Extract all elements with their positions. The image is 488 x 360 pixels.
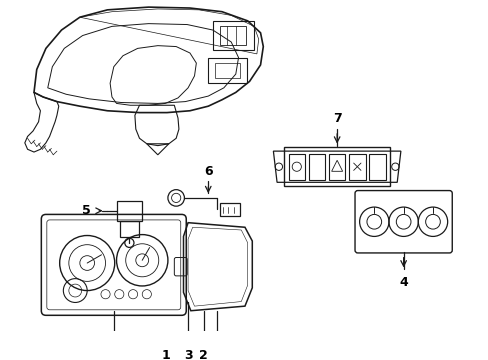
- Bar: [214, 63, 240, 78]
- Bar: [220, 26, 245, 45]
- Text: 4: 4: [398, 276, 407, 289]
- Bar: [220, 203, 240, 216]
- Bar: [308, 154, 325, 180]
- Bar: [288, 154, 305, 180]
- Bar: [120, 221, 138, 237]
- Text: 3: 3: [183, 349, 192, 360]
- Text: 5: 5: [82, 204, 91, 217]
- Bar: [208, 58, 246, 83]
- Bar: [284, 148, 389, 186]
- Bar: [212, 21, 254, 50]
- Text: 2: 2: [199, 349, 207, 360]
- Text: 7: 7: [332, 112, 341, 125]
- Text: 1: 1: [161, 349, 170, 360]
- Bar: [328, 154, 345, 180]
- Bar: [348, 154, 365, 180]
- Bar: [368, 154, 385, 180]
- Bar: [116, 201, 142, 221]
- Text: 6: 6: [203, 165, 212, 178]
